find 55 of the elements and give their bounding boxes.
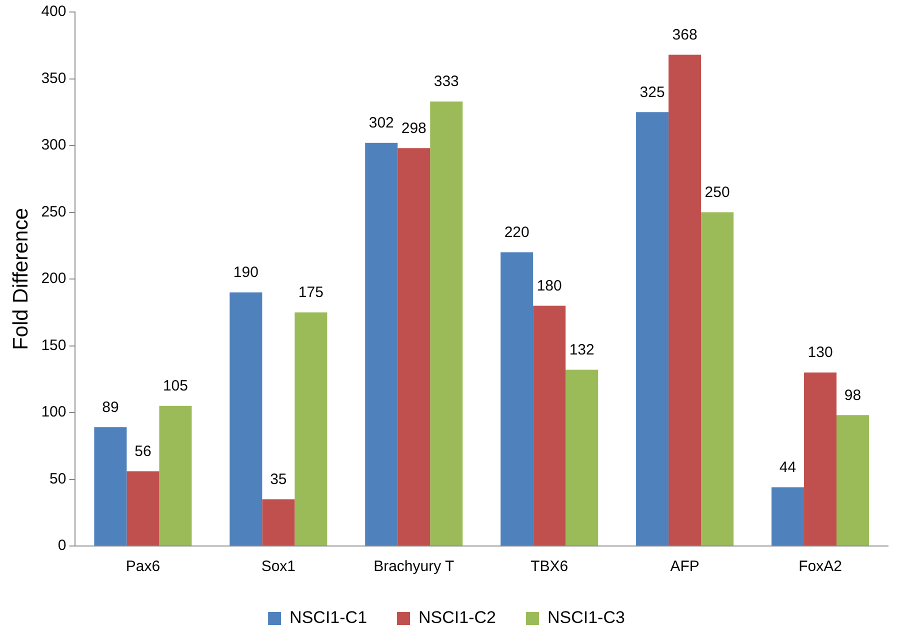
data-label: 220: [504, 224, 530, 241]
x-tick-label: FoxA2: [798, 558, 842, 576]
bar: [772, 487, 804, 546]
x-tick-label: AFP: [670, 558, 700, 576]
y-tick-label: 300: [41, 136, 66, 154]
y-tick-label: 250: [41, 203, 66, 220]
data-label: 175: [298, 284, 324, 302]
x-tick-label: Brachyury T: [374, 558, 454, 576]
data-label: 333: [434, 73, 459, 90]
bar: [668, 54, 702, 546]
bar: [262, 499, 295, 546]
bar: [836, 415, 870, 546]
x-tick-label: TBX6: [530, 558, 568, 576]
bar: [365, 142, 398, 546]
y-tick-label: 400: [41, 3, 66, 20]
bar: [566, 370, 598, 546]
data-label: 180: [536, 277, 562, 294]
legend-label: NSCI1-C1: [290, 608, 368, 628]
data-label: 132: [569, 341, 594, 358]
y-tick-label: 0: [58, 537, 66, 554]
data-label: 98: [844, 386, 862, 404]
bar: [430, 101, 463, 546]
y-tick-label: 150: [41, 336, 66, 354]
data-label: 105: [162, 377, 188, 394]
bar: [126, 471, 160, 546]
bar: [636, 112, 669, 546]
bar: [500, 252, 534, 546]
data-label: 190: [233, 264, 258, 281]
data-label: 298: [401, 120, 426, 137]
bar: [398, 148, 430, 546]
data-label: 325: [640, 84, 665, 101]
x-tick-label: Pax6: [126, 558, 160, 576]
bar: [230, 292, 262, 546]
legend-label: NSCI1-C3: [547, 608, 625, 628]
y-tick-label: 50: [50, 470, 66, 488]
bar: [701, 212, 734, 546]
data-label: 56: [134, 442, 152, 460]
x-tick-label: Sox1: [261, 558, 296, 576]
y-tick-label: 200: [41, 270, 66, 288]
data-label: 89: [102, 398, 119, 416]
data-label: 302: [368, 114, 394, 132]
y-tick-label: 350: [41, 70, 66, 87]
data-label: 44: [779, 458, 796, 476]
legend-label: NSCI1-C2: [418, 608, 496, 628]
bar: [159, 406, 192, 546]
bar: [533, 306, 566, 546]
data-label: 130: [808, 344, 833, 362]
bar: [294, 312, 328, 546]
bar: [804, 372, 837, 546]
data-label: 35: [270, 470, 287, 488]
data-label: 250: [704, 184, 730, 201]
y-tick-label: 100: [41, 404, 66, 421]
bar: [94, 427, 127, 546]
data-label: 368: [672, 26, 698, 44]
y-axis-title: Fold Difference: [9, 208, 32, 350]
